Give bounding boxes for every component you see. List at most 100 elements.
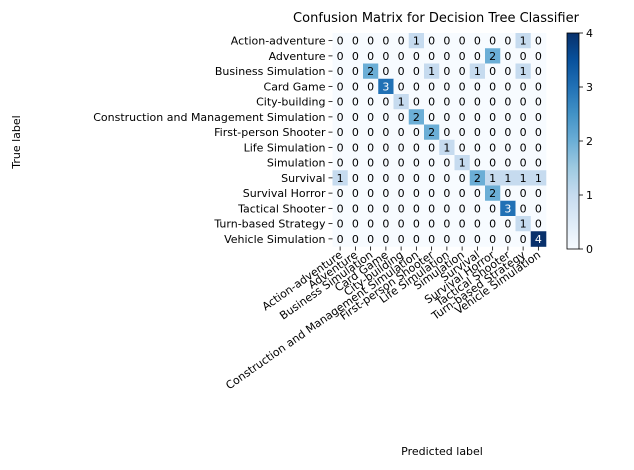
heatmap-cell [515,63,532,80]
heatmap-cell [363,33,379,49]
cell-value-label: 0 [352,111,359,124]
y-tick-label: Action-adventure [231,35,326,48]
cell-value-label: 0 [520,233,527,246]
cell-value-label: 0 [459,80,466,93]
cell-value-label: 0 [352,126,359,139]
cell-value-label: 0 [382,141,389,154]
heatmap-cell [393,139,410,156]
heatmap-cell [530,94,547,110]
cell-value-label: 0 [398,172,405,185]
heatmap-cell [515,33,532,49]
cell-value-label: 0 [520,50,527,63]
heatmap-cell [408,78,425,95]
heatmap-cell [408,216,425,232]
heatmap-cell [424,63,440,80]
cell-value-label: 0 [337,126,344,139]
heatmap-cell [408,33,425,49]
cell-value-label: 0 [535,126,542,139]
heatmap-cell [485,139,501,156]
heatmap-cell [530,200,547,217]
heatmap-cell [347,63,364,80]
cell-value-label: 0 [367,126,374,139]
cell-value-label: 0 [398,141,405,154]
x-axis-label: Predicted label [401,445,483,458]
heatmap-cell [439,63,455,80]
heatmap-cell [378,170,394,186]
cell-value-label: 0 [535,157,542,170]
cell-value-label: 0 [367,233,374,246]
cell-value-label: 1 [474,65,481,78]
heatmap-cell [332,139,349,156]
cell-value-label: 0 [413,65,420,78]
cell-value-label: 0 [428,202,435,215]
cell-value-label: 0 [504,111,511,124]
cell-value-label: 0 [474,218,481,231]
heatmap-cell [485,48,501,64]
heatmap-cell [515,48,532,64]
cell-value-label: 0 [443,96,450,109]
cell-value-label: 0 [504,96,511,109]
cell-value-label: 0 [459,202,466,215]
heatmap-cell [378,200,394,217]
cell-value-label: 0 [489,218,496,231]
cell-value-label: 0 [367,218,374,231]
heatmap-cell [347,94,364,110]
colorbar-tick-label: 4 [586,27,593,40]
heatmap-cell [500,78,516,95]
heatmap-cell [393,33,410,49]
heatmap-cell [363,78,379,95]
heatmap-cell [424,109,440,125]
heatmap-cell [485,231,501,247]
cell-value-label: 0 [474,157,481,170]
colorbar: 0 1 2 3 4 [566,27,593,256]
heatmap-cell [347,216,364,232]
cell-value-label: 0 [504,50,511,63]
heatmap-cell [515,185,532,202]
cell-value-label: 0 [459,35,466,48]
heatmap-cell [363,124,379,141]
cell-value-label: 0 [352,35,359,48]
cell-value-label: 0 [367,187,374,200]
heatmap-cell [485,63,501,80]
colorbar-tick-label: 0 [586,243,593,256]
heatmap-cell [500,185,516,202]
cell-value-label: 0 [474,187,481,200]
cell-value-label: 1 [520,172,527,185]
heatmap-cell [347,170,364,186]
cell-value-label: 1 [459,157,466,170]
cell-value-label: 0 [520,96,527,109]
heatmap-cell [485,170,501,186]
cell-value-label: 0 [352,172,359,185]
cell-value-label: 0 [443,202,450,215]
y-tick-label: Adventure [269,50,326,63]
heatmap-cell [454,170,471,186]
heatmap-cell [347,124,364,141]
heatmap-cell [347,48,364,64]
heatmap-cell [332,63,349,80]
cell-value-label: 0 [474,126,481,139]
cell-value-label: 0 [382,157,389,170]
cell-value-label: 0 [367,157,374,170]
heatmap-cell [439,124,455,141]
cell-value-label: 0 [382,187,389,200]
heatmap-cell [515,139,532,156]
heatmap-cell [363,231,379,247]
heatmap-cell [363,200,379,217]
cell-value-label: 0 [398,65,405,78]
heatmap-cell [332,155,349,171]
heatmap-cell [454,33,471,49]
cell-value-label: 1 [413,35,420,48]
heatmap-cell [332,216,349,232]
cell-value-label: 0 [459,218,466,231]
heatmap-cell [454,200,471,217]
heatmap-cell [378,63,394,80]
cell-value-label: 0 [443,218,450,231]
heatmap-cell [530,155,547,171]
cell-value-label: 0 [474,233,481,246]
heatmap-cell [454,63,471,80]
cell-value-label: 0 [413,218,420,231]
cell-value-label: 0 [443,233,450,246]
cell-value-label: 0 [443,65,450,78]
heatmap-cell [530,139,547,156]
